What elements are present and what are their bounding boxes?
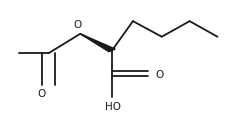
Polygon shape [80,35,115,52]
Text: O: O [155,69,163,79]
Text: O: O [74,20,82,30]
Text: O: O [37,88,45,98]
Text: HO: HO [105,101,121,111]
